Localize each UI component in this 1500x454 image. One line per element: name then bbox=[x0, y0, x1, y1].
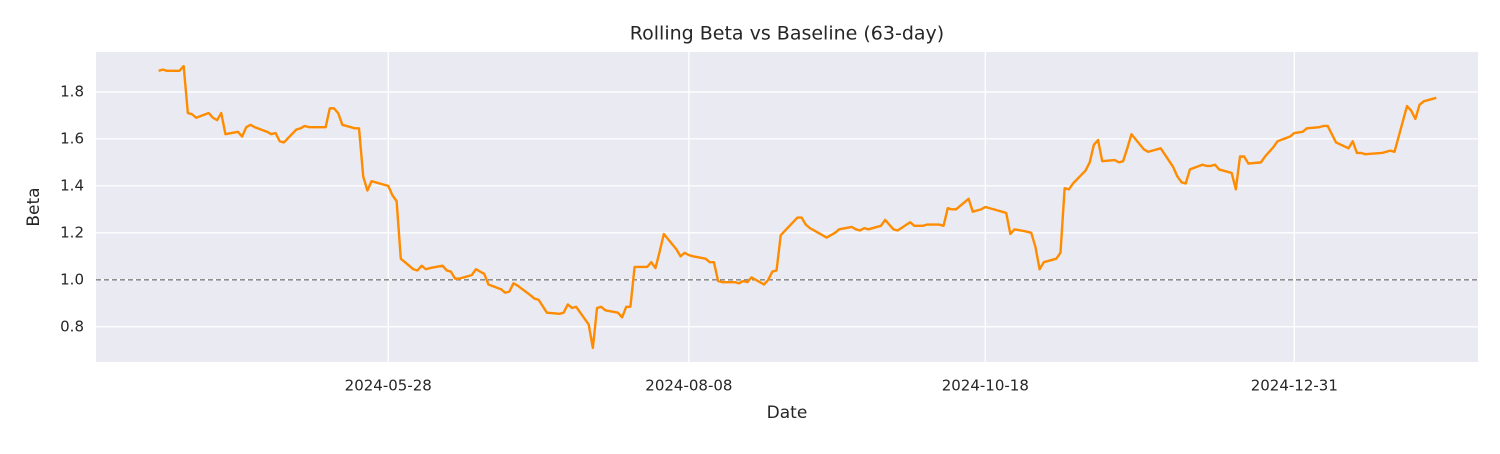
marks bbox=[96, 64, 1478, 350]
y-tick-label: 0.8 bbox=[60, 317, 84, 335]
x-tick-label: 2024-08-08 bbox=[645, 377, 732, 395]
plot-area bbox=[96, 52, 1478, 362]
y-tick-label: 1.0 bbox=[60, 270, 84, 288]
y-tick-label: 1.6 bbox=[60, 129, 84, 147]
x-axis-label: Date bbox=[767, 403, 808, 423]
x-tick-label: 2024-10-18 bbox=[942, 377, 1029, 395]
y-axis-label: Beta bbox=[24, 187, 44, 226]
x-tick-label: 2024-05-28 bbox=[345, 377, 432, 395]
y-tick-label: 1.8 bbox=[60, 82, 84, 100]
y-tick-label: 1.4 bbox=[60, 176, 84, 194]
y-tick-label: 1.2 bbox=[60, 223, 84, 241]
data-line bbox=[158, 64, 1437, 350]
x-tick-label: 2024-12-31 bbox=[1251, 377, 1338, 395]
grid bbox=[96, 52, 1478, 362]
chart-title: Rolling Beta vs Baseline (63-day) bbox=[630, 23, 944, 45]
